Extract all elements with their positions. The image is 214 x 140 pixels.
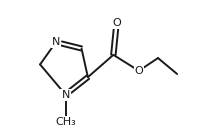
- Text: O: O: [134, 66, 143, 76]
- Text: O: O: [112, 18, 121, 28]
- Text: CH₃: CH₃: [55, 117, 76, 127]
- Text: N: N: [52, 37, 60, 47]
- Text: N: N: [61, 90, 70, 100]
